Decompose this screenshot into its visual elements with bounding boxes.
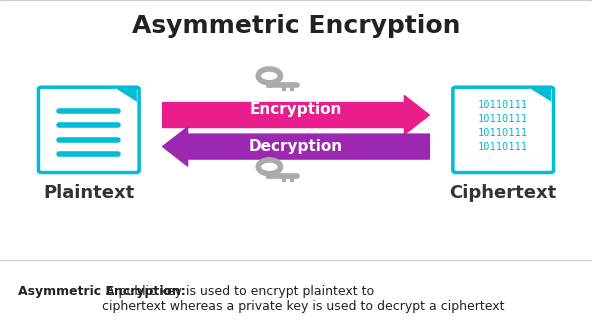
Polygon shape — [115, 89, 136, 102]
Polygon shape — [530, 89, 551, 102]
Text: 10110111
10110111
10110111
10110111: 10110111 10110111 10110111 10110111 — [478, 100, 528, 152]
Polygon shape — [115, 89, 136, 102]
Text: Decryption: Decryption — [249, 139, 343, 154]
FancyArrowPatch shape — [163, 96, 429, 135]
FancyBboxPatch shape — [0, 0, 592, 262]
Text: Asymmetric Encryption:: Asymmetric Encryption: — [18, 285, 185, 298]
Text: A public key is used to encrypt plaintext to
ciphertext whereas a private key is: A public key is used to encrypt plaintex… — [102, 285, 504, 313]
Text: Asymmetric Encryption: Asymmetric Encryption — [132, 14, 460, 38]
Text: Ciphertext: Ciphertext — [449, 184, 557, 202]
Text: Encryption: Encryption — [250, 102, 342, 117]
Text: Plaintext: Plaintext — [43, 184, 134, 202]
Polygon shape — [530, 89, 551, 102]
FancyBboxPatch shape — [453, 87, 554, 172]
FancyBboxPatch shape — [38, 87, 139, 172]
FancyArrowPatch shape — [163, 127, 429, 166]
